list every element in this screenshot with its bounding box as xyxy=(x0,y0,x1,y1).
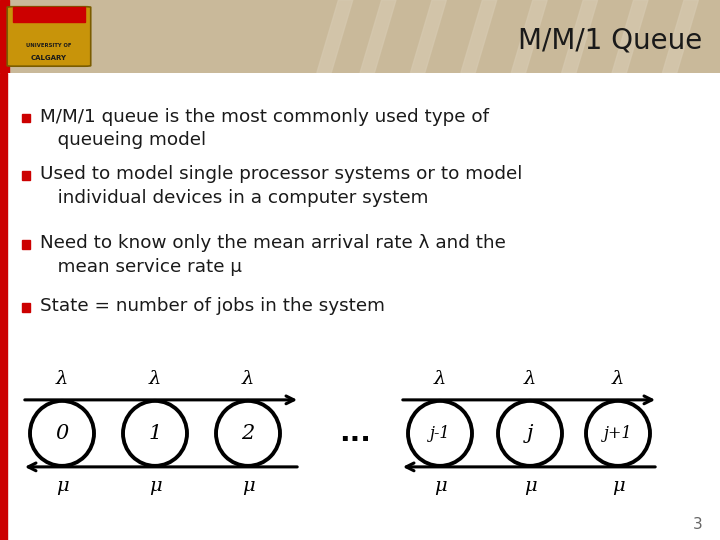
Text: j-1: j-1 xyxy=(430,425,450,442)
Polygon shape xyxy=(410,0,446,73)
Text: μ: μ xyxy=(433,477,446,495)
Text: μ: μ xyxy=(149,477,161,495)
Text: 3: 3 xyxy=(693,517,703,532)
Bar xyxy=(0,0,9,73)
Bar xyxy=(22,171,30,179)
Text: mean service rate μ: mean service rate μ xyxy=(40,258,242,276)
Polygon shape xyxy=(511,0,547,73)
Text: UNIVERSITY OF: UNIVERSITY OF xyxy=(26,43,72,48)
Text: λ: λ xyxy=(149,370,161,388)
Ellipse shape xyxy=(498,401,562,466)
Text: Need to know only the mean arrival rate λ and the: Need to know only the mean arrival rate … xyxy=(40,234,506,253)
FancyBboxPatch shape xyxy=(7,6,91,66)
Text: μ: μ xyxy=(523,477,536,495)
Text: CALGARY: CALGARY xyxy=(31,55,67,62)
Text: μ: μ xyxy=(612,477,624,495)
Polygon shape xyxy=(360,0,396,73)
Text: 1: 1 xyxy=(148,424,161,443)
Text: individual devices in a computer system: individual devices in a computer system xyxy=(40,189,428,207)
Text: λ: λ xyxy=(612,370,624,388)
Polygon shape xyxy=(612,0,648,73)
Text: State = number of jobs in the system: State = number of jobs in the system xyxy=(40,298,385,315)
Text: λ: λ xyxy=(242,370,254,388)
Text: λ: λ xyxy=(524,370,536,388)
Ellipse shape xyxy=(216,401,280,466)
Polygon shape xyxy=(317,0,353,73)
Polygon shape xyxy=(562,0,598,73)
Text: μ: μ xyxy=(242,477,254,495)
Text: λ: λ xyxy=(434,370,446,388)
Bar xyxy=(13,7,85,22)
Ellipse shape xyxy=(586,401,650,466)
Text: 2: 2 xyxy=(241,424,255,443)
Polygon shape xyxy=(662,0,698,73)
Polygon shape xyxy=(461,0,497,73)
Ellipse shape xyxy=(123,401,187,466)
Text: j: j xyxy=(527,424,534,443)
Text: ...: ... xyxy=(339,420,371,447)
Bar xyxy=(0,73,7,540)
Ellipse shape xyxy=(408,401,472,466)
Bar xyxy=(22,240,30,248)
Text: M/M/1 Queue: M/M/1 Queue xyxy=(518,26,702,54)
Text: M/M/1 queue is the most commonly used type of: M/M/1 queue is the most commonly used ty… xyxy=(40,107,489,126)
Text: j+1: j+1 xyxy=(604,425,632,442)
Text: Used to model single processor systems or to model: Used to model single processor systems o… xyxy=(40,165,523,184)
Text: μ: μ xyxy=(55,477,68,495)
Bar xyxy=(22,303,30,312)
Text: λ: λ xyxy=(56,370,68,388)
Text: 0: 0 xyxy=(55,424,68,443)
Text: queueing model: queueing model xyxy=(40,131,206,149)
Ellipse shape xyxy=(30,401,94,466)
Bar xyxy=(22,113,30,122)
